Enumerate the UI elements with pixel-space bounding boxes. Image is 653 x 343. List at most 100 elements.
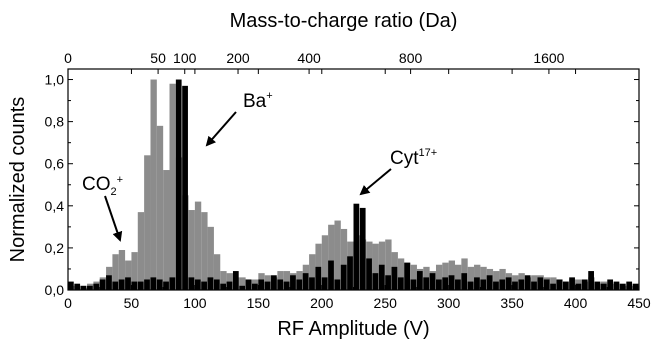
bar [340,228,348,290]
bar [232,271,239,290]
bar [385,239,392,290]
annotations-layer: CO2+ Ba+ Cyt17+ [82,90,437,242]
bar [163,170,170,290]
bar [575,283,582,290]
bar [366,258,372,290]
bar [613,281,620,290]
bar [569,277,575,290]
bar [150,79,157,291]
bar [429,273,436,290]
bar [87,285,93,290]
bar [125,260,132,290]
bar [328,260,334,290]
bar [283,271,291,290]
bar [93,283,100,290]
ticks-layer: 0 50 100 150 200 250 300 350 400 450 0,0 0,2 0,4 0,6 0… [45,50,651,311]
bar [156,125,164,290]
bar [251,283,258,290]
top-tick-label: 0 [64,50,72,66]
bar [404,262,410,290]
bar [340,264,347,290]
bar [467,266,475,290]
bar [455,264,462,290]
bar [245,279,252,290]
bar [156,279,163,290]
bar [480,279,487,290]
bar [264,281,271,290]
bar [137,281,144,290]
bar [131,252,138,290]
bar [169,83,176,290]
bar [334,220,341,290]
bar [182,85,188,290]
bar [207,226,214,290]
bar [112,281,119,290]
bar [543,279,550,290]
bar [226,281,233,290]
bar [607,279,614,290]
bar [397,258,405,290]
bar [410,279,417,290]
x-tick-label: 350 [500,295,524,311]
annotation-arrow [359,168,392,196]
x-tick-label: 450 [627,295,651,311]
y-tick-label: 1,0 [45,72,65,88]
bar [550,277,557,290]
bar [220,271,227,290]
annotation-arrow [205,111,237,147]
bar [632,283,639,290]
x-tick-label: 300 [437,295,461,311]
bar [80,285,87,290]
bar [518,279,525,290]
bar [378,264,385,290]
bar [448,275,455,290]
bar [106,275,112,290]
bar [372,243,379,290]
bar [163,281,169,290]
bar [68,281,74,290]
bar [619,283,626,290]
bar [175,79,182,291]
bar [588,271,594,290]
bar [435,279,442,290]
bar [448,260,456,290]
bar [321,277,328,290]
bar [220,283,227,290]
bar [118,250,126,290]
bar [144,279,150,290]
bar [474,277,480,290]
bars-layer [68,79,639,291]
bar [315,266,322,290]
bar [556,279,563,290]
bar [277,279,284,290]
bar [499,268,506,290]
x-tick-label: 150 [247,295,271,311]
top-tick-label: 100 [173,50,197,66]
top-axis-title: Mass-to-charge ratio (Da) [230,10,458,32]
y-tick-label: 0,6 [45,156,65,172]
bar [321,235,329,290]
bar [442,277,449,290]
top-tick-label: 1600 [533,50,564,66]
bar [347,256,353,290]
top-tick-label: 800 [399,50,423,66]
y-tick-label: 0,2 [45,240,65,256]
bar [486,275,493,290]
bar [435,264,443,290]
top-tick-label: 200 [226,50,250,66]
bar [391,266,398,290]
x-axis-title: RF Amplitude (V) [277,318,429,340]
x-tick-label: 0 [64,295,72,311]
bar [423,277,430,290]
bar [99,279,106,290]
annotation-label: CO2+ [82,174,123,198]
bar [125,277,131,290]
bar [550,283,556,290]
bar [213,279,220,290]
bar [455,279,461,290]
bar [480,266,487,290]
y-tick-label: 0,8 [45,114,65,130]
bar [239,285,246,290]
bar [112,254,119,290]
